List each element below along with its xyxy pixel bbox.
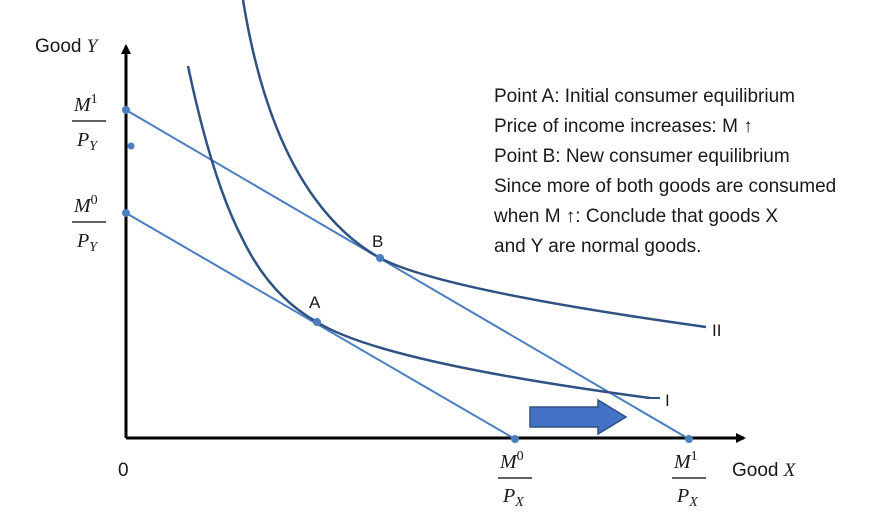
intercept-dot-x-low — [511, 435, 519, 443]
budget-line-initial — [125, 212, 516, 440]
point-a-label: A — [309, 293, 321, 312]
note-line: Point A: Initial consumer equilibrium — [494, 86, 795, 107]
explanation-text-box: Point A: Initial consumer equilibrium Pr… — [494, 82, 886, 262]
note-line: Point B: New consumer equilibrium — [494, 146, 790, 167]
indifference-curve-i — [186, 65, 651, 400]
note-line: when M ↑: Conclude that goods X — [494, 206, 779, 227]
note-line: Since more of both goods are consumed — [494, 176, 837, 197]
point-b-marker — [376, 254, 384, 262]
svg-text:PX: PX — [676, 485, 698, 510]
curve-label-i: I — [665, 391, 670, 410]
x-intercept-label-high: M1 PX — [672, 449, 706, 510]
svg-text:M0: M0 — [73, 193, 98, 217]
x-intercept-label-low: M0 PX — [498, 449, 532, 510]
shift-right-arrow — [529, 398, 628, 436]
curve-label-ii: II — [712, 321, 721, 340]
intercept-dot-y-high — [122, 106, 130, 114]
y-axis-label: Good Y — [35, 36, 100, 57]
x-axis-label: Good X — [732, 460, 797, 481]
svg-text:M1: M1 — [673, 449, 698, 473]
indifference-curve-ii — [241, 0, 707, 329]
svg-text:PX: PX — [502, 485, 524, 510]
note-line: and Y are normal goods. — [494, 236, 702, 257]
svg-text:M1: M1 — [73, 92, 98, 116]
svg-text:PY: PY — [76, 230, 99, 255]
origin-label: 0 — [118, 460, 129, 481]
intercept-dot-x-high — [685, 435, 693, 443]
budget-line-new — [125, 109, 690, 440]
y-intercept-label-high: M1 PY — [72, 92, 106, 154]
y-intercept-label-low: M0 PY — [72, 193, 106, 255]
note-line: Price of income increases: M ↑ — [494, 116, 753, 137]
intercept-dot-y-low — [122, 209, 130, 217]
svg-text:M0: M0 — [499, 449, 524, 473]
point-b-label: B — [372, 232, 383, 251]
svg-text:PY: PY — [76, 129, 99, 154]
stray-dot — [127, 142, 135, 150]
point-a-marker — [313, 318, 321, 326]
